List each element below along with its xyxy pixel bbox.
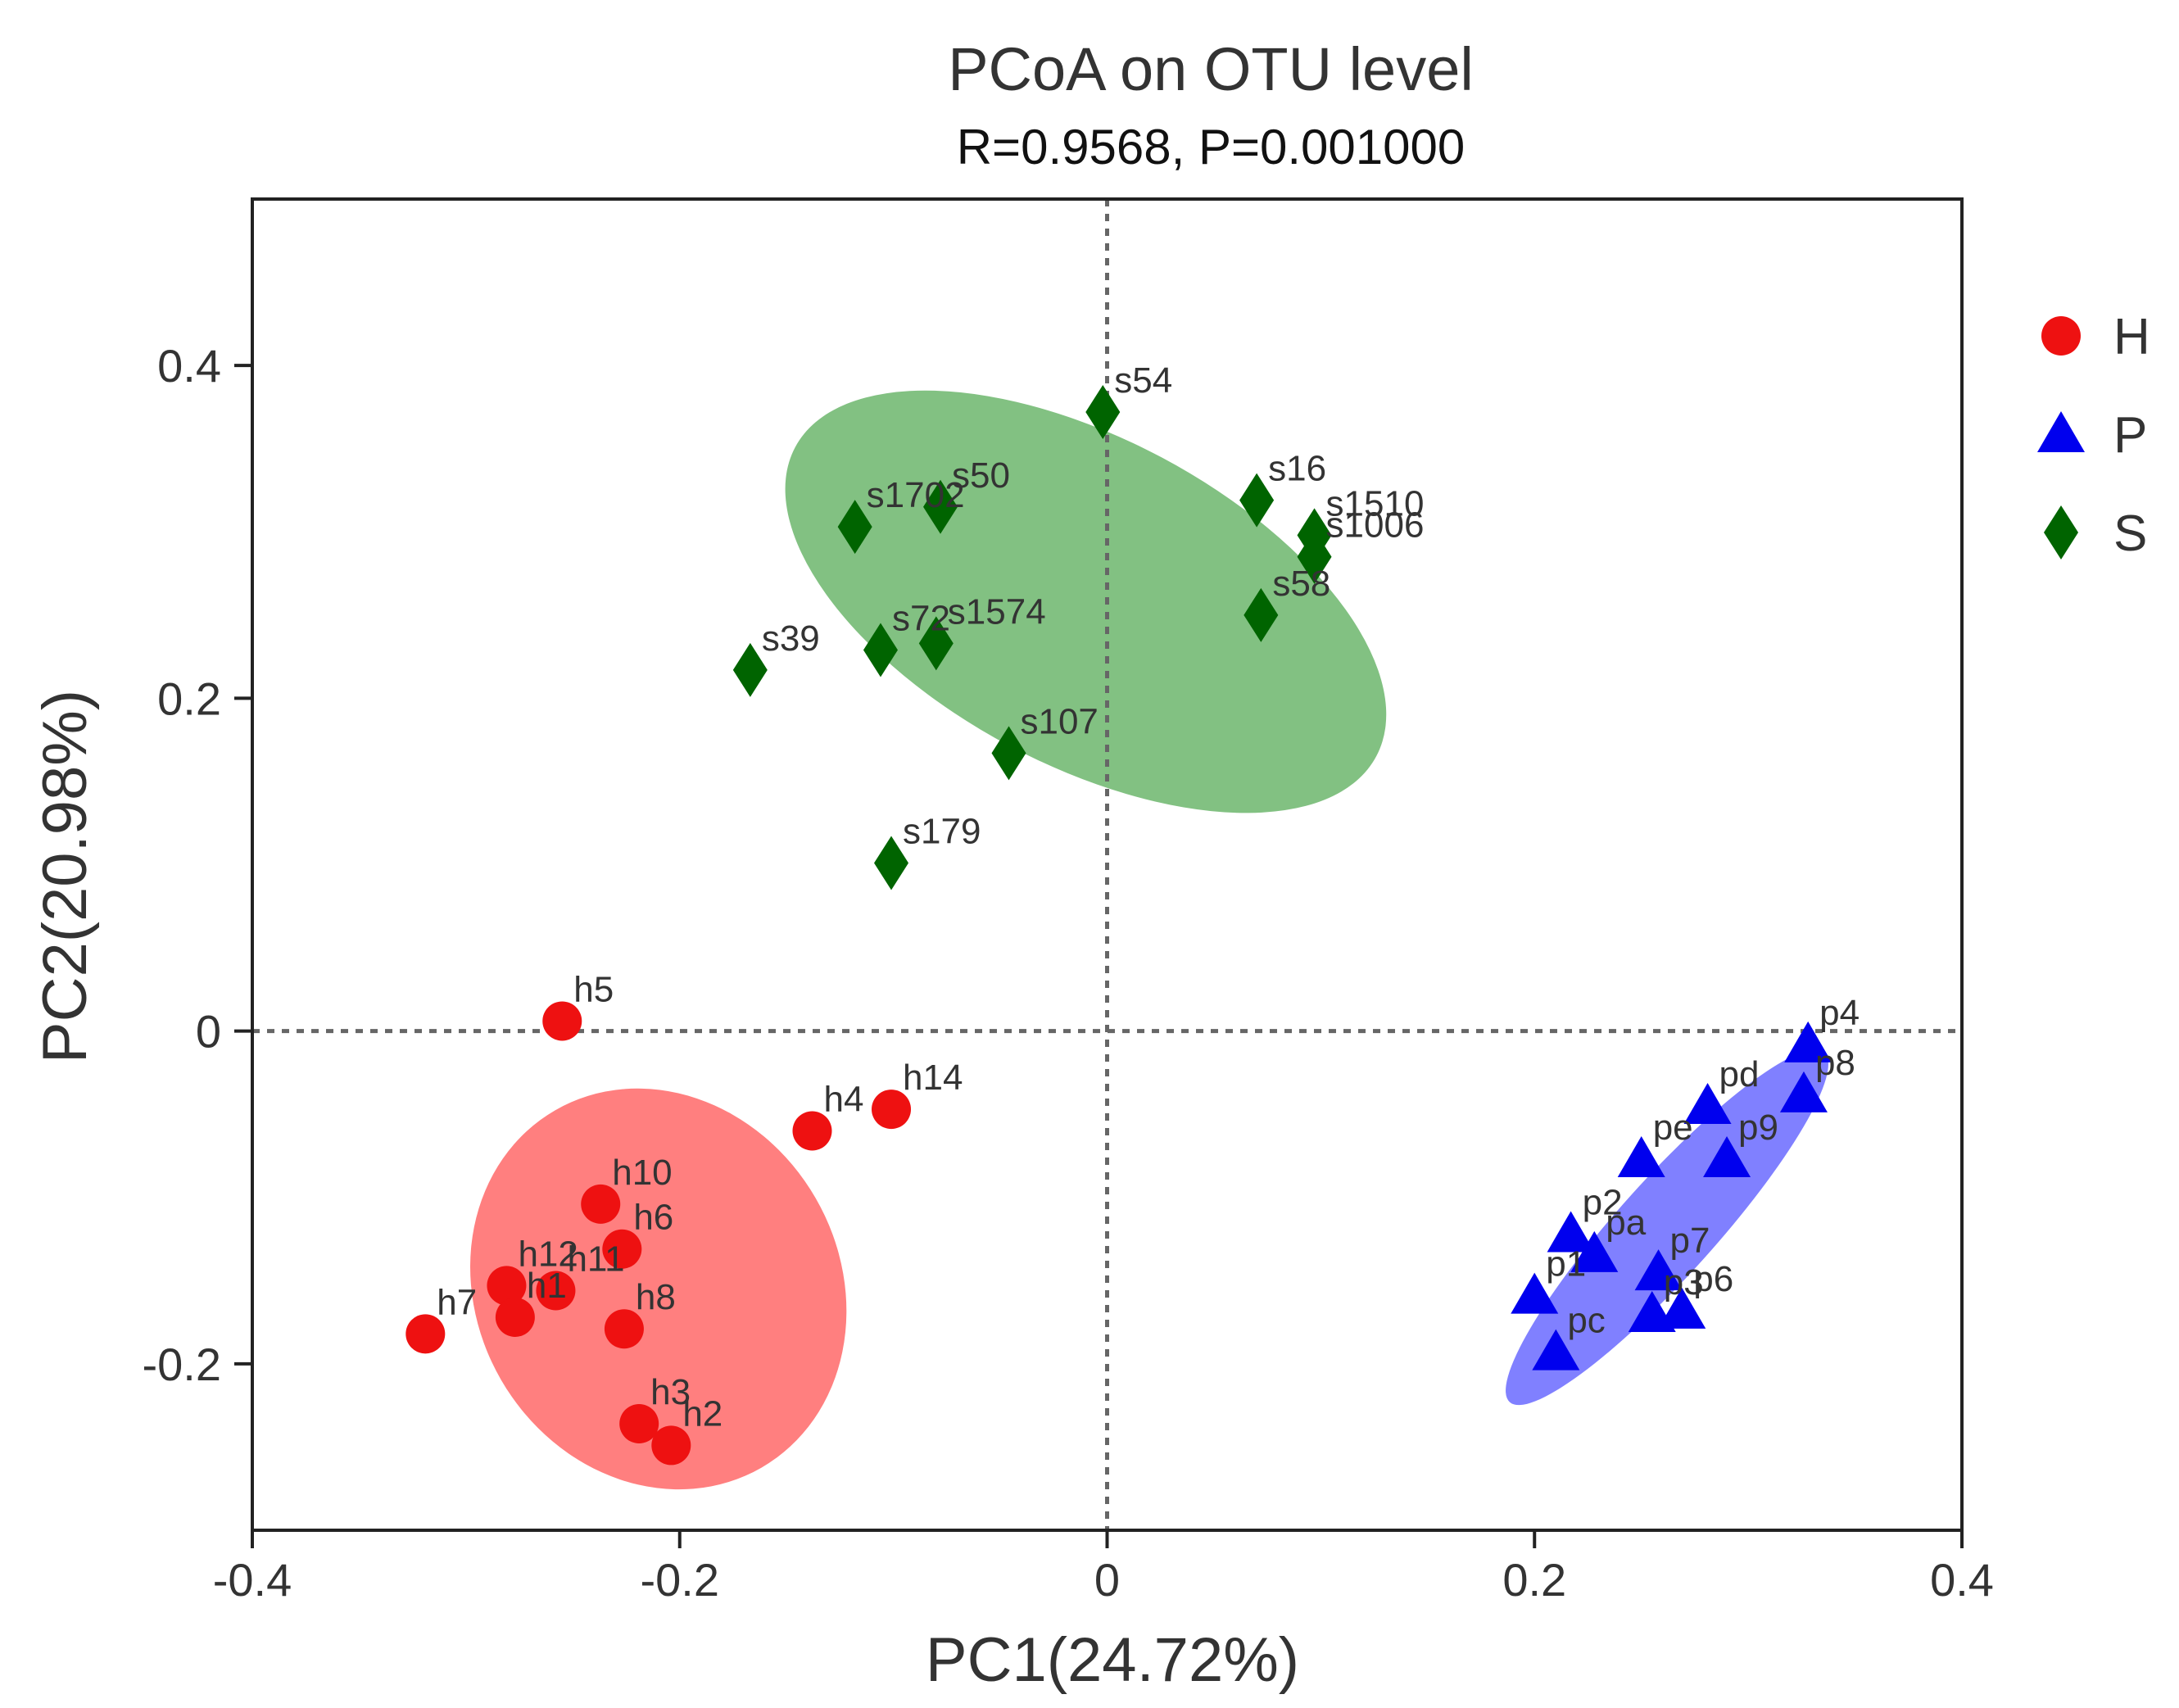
point-h11 [536, 1271, 576, 1311]
point-s72 [863, 623, 898, 677]
point-s50 [923, 479, 958, 534]
point-h10 [581, 1184, 621, 1224]
point-pa [1570, 1230, 1619, 1272]
ellipse-p [1506, 1049, 1828, 1406]
point-label-s1574: s1574 [948, 591, 1046, 632]
point-h6 [602, 1229, 642, 1269]
data-points [405, 385, 1832, 1466]
legend-marker-p [2037, 411, 2085, 452]
legend: HPS [2037, 309, 2150, 562]
point-h14 [872, 1090, 912, 1130]
point-label-h5: h5 [573, 969, 614, 1009]
point-label-p2: p2 [1583, 1182, 1623, 1222]
point-pc [1532, 1329, 1580, 1370]
point-s58 [1244, 587, 1279, 642]
point-label-pe: pe [1653, 1108, 1693, 1148]
legend-label-s: S [2113, 505, 2147, 562]
chart-subtitle: R=0.9568, P=0.001000 [957, 120, 1466, 174]
y-tick-label: 0.4 [157, 340, 221, 392]
point-h7 [405, 1314, 446, 1354]
point-label-h7: h7 [437, 1282, 477, 1322]
point-h4 [792, 1111, 832, 1151]
x-tick-label: -0.2 [641, 1554, 720, 1606]
legend-marker-h [2041, 316, 2081, 356]
x-axis-ticks: -0.4 -0.2 0 0.2 0.4 [213, 1530, 1994, 1606]
point-label-h14: h14 [903, 1058, 963, 1098]
point-label-s58: s58 [1272, 564, 1330, 604]
legend-label-p: P [2113, 407, 2147, 464]
point-label-pc: pc [1567, 1301, 1605, 1341]
point-label-s1702: s1702 [867, 475, 965, 515]
point-label-h2: h2 [682, 1393, 723, 1434]
point-label-p3: p3 [1664, 1262, 1704, 1303]
point-h12 [487, 1266, 527, 1306]
point-p9 [1703, 1136, 1751, 1178]
point-label-s16: s16 [1268, 449, 1326, 489]
point-label-p7: p7 [1670, 1221, 1710, 1261]
point-label-h8: h8 [636, 1277, 676, 1317]
point-label-p9: p9 [1738, 1108, 1778, 1148]
y-axis-label: PC2(20.98%) [30, 690, 100, 1063]
point-h8 [604, 1309, 644, 1349]
point-s1574 [918, 616, 954, 671]
point-label-h12: h12 [518, 1234, 578, 1274]
point-pe [1617, 1136, 1665, 1178]
point-h3 [619, 1404, 659, 1443]
point-label-h6: h6 [633, 1198, 673, 1238]
point-label-s107: s107 [1020, 701, 1098, 741]
x-axis-label: PC1(24.72%) [926, 1625, 1299, 1695]
point-s1702 [837, 500, 872, 555]
x-tick-label: 0.2 [1502, 1554, 1566, 1606]
point-label-p6: p6 [1693, 1259, 1733, 1299]
ellipse-h [470, 1088, 847, 1490]
point-pd [1683, 1083, 1732, 1125]
point-h5 [542, 1001, 582, 1041]
point-label-s54: s54 [1114, 360, 1172, 401]
y-tick-label: 0 [196, 1006, 221, 1058]
y-tick-label: 0.2 [157, 673, 221, 724]
point-label-h11: h11 [567, 1239, 624, 1280]
y-tick-label: -0.2 [143, 1339, 222, 1390]
point-label-s179: s179 [903, 811, 981, 851]
point-label-pa: pa [1606, 1203, 1646, 1243]
legend-label-h: H [2113, 309, 2150, 365]
point-label-h4: h4 [823, 1080, 863, 1120]
x-tick-label: -0.4 [213, 1554, 292, 1606]
point-label-p1: p1 [1546, 1244, 1586, 1284]
point-s54 [1085, 385, 1121, 439]
chart-title: PCoA on OTU level [948, 35, 1474, 103]
point-p6 [1658, 1287, 1706, 1329]
point-p4 [1784, 1021, 1832, 1062]
point-p7 [1634, 1249, 1683, 1291]
point-label-s72: s72 [892, 598, 950, 638]
point-s39 [732, 642, 768, 697]
y-axis-ticks: -0.2 0 0.2 0.4 [143, 340, 252, 1390]
point-s107 [991, 726, 1026, 781]
point-label-s1510: s1510 [1326, 483, 1425, 523]
x-tick-label: 0 [1094, 1554, 1120, 1606]
point-label-h3: h3 [650, 1372, 691, 1412]
point-label-p4: p4 [1819, 993, 1860, 1033]
point-label-p8: p8 [1815, 1043, 1855, 1083]
point-label-h1: h1 [527, 1266, 567, 1306]
point-label-s50: s50 [952, 455, 1010, 496]
point-s16 [1239, 473, 1275, 528]
point-label-pd: pd [1719, 1054, 1760, 1094]
point-s179 [874, 836, 909, 890]
point-p1 [1511, 1272, 1559, 1314]
point-label-s39: s39 [762, 618, 820, 659]
point-label-h10: h10 [612, 1153, 672, 1193]
point-h2 [651, 1425, 691, 1466]
point-p2 [1547, 1211, 1595, 1253]
point-h1 [495, 1298, 535, 1337]
point-s1006 [1297, 529, 1332, 584]
point-label-s1006: s1006 [1326, 505, 1425, 546]
legend-marker-s [2044, 505, 2078, 560]
point-p8 [1779, 1071, 1828, 1112]
x-tick-label: 0.4 [1930, 1554, 1994, 1606]
